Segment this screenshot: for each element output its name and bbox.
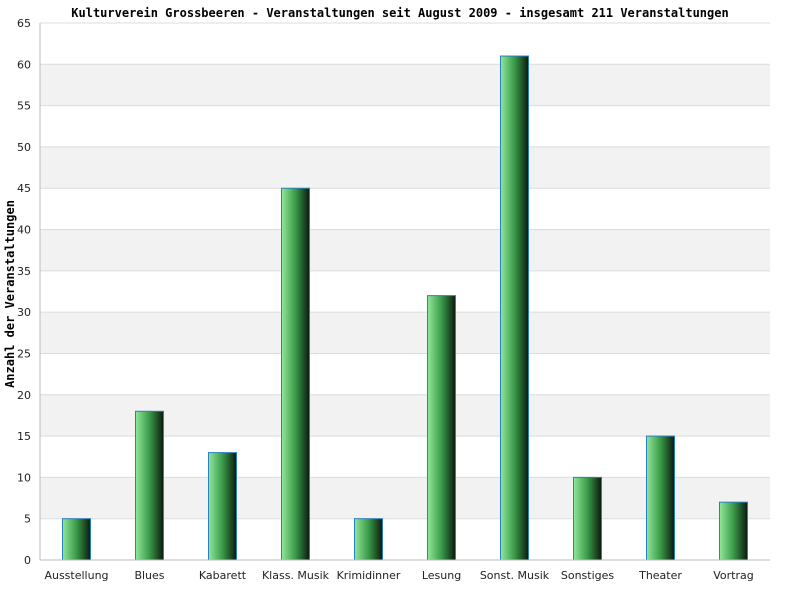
grid-band: [40, 229, 770, 271]
plot-bands: [40, 64, 770, 519]
chart-title: Kulturverein Grossbeeren - Veranstaltung…: [71, 6, 728, 20]
bar-ausstellung: [62, 518, 91, 561]
bar-theater: [646, 435, 675, 561]
y-axis-ticks: 0 5 10 15 20 25 30 35 40 45 50 55 60 65: [17, 17, 31, 567]
y-tick-label: 25: [17, 347, 31, 360]
y-tick-label: 5: [24, 513, 31, 526]
y-tick-label: 10: [17, 471, 31, 484]
y-tick-label: 30: [17, 306, 31, 319]
y-tick-label: 60: [17, 58, 31, 71]
x-tick-label: Theater: [638, 569, 682, 582]
y-tick-label: 65: [17, 17, 31, 30]
bar-vortrag: [719, 501, 748, 561]
y-tick-label: 45: [17, 182, 31, 195]
grid-band: [40, 312, 770, 354]
bars: [62, 55, 748, 561]
x-tick-label: Sonst. Musik: [480, 569, 550, 582]
x-tick-label: Klass. Musik: [262, 569, 330, 582]
bar-klass-musik: [281, 187, 310, 561]
y-tick-label: 15: [17, 430, 31, 443]
y-tick-label: 20: [17, 389, 31, 402]
y-tick-label: 55: [17, 100, 31, 113]
x-tick-label: Ausstellung: [44, 569, 108, 582]
x-tick-label: Blues: [134, 569, 164, 582]
bar-krimidinner: [354, 518, 383, 561]
y-tick-label: 40: [17, 224, 31, 237]
bar-lesung: [427, 295, 456, 561]
bar-kabarett: [208, 452, 237, 561]
x-tick-label: Krimidinner: [337, 569, 401, 582]
bar-sonstiges: [573, 476, 602, 561]
y-tick-label: 50: [17, 141, 31, 154]
grid-band: [40, 64, 770, 106]
y-tick-label: 35: [17, 265, 31, 278]
bar-sonst-musik: [500, 55, 529, 561]
x-axis-ticks: Ausstellung Blues Kabarett Klass. Musik Krim…: [44, 569, 753, 582]
y-tick-label: 0: [24, 554, 31, 567]
x-tick-label: Lesung: [422, 569, 461, 582]
x-tick-label: Sonstiges: [561, 569, 615, 582]
bar-blues: [135, 410, 164, 561]
grid-band: [40, 146, 770, 189]
y-axis-label: Anzahl der Veranstaltungen: [3, 200, 17, 388]
x-tick-label: Vortrag: [713, 569, 753, 582]
x-tick-label: Kabarett: [199, 569, 247, 582]
